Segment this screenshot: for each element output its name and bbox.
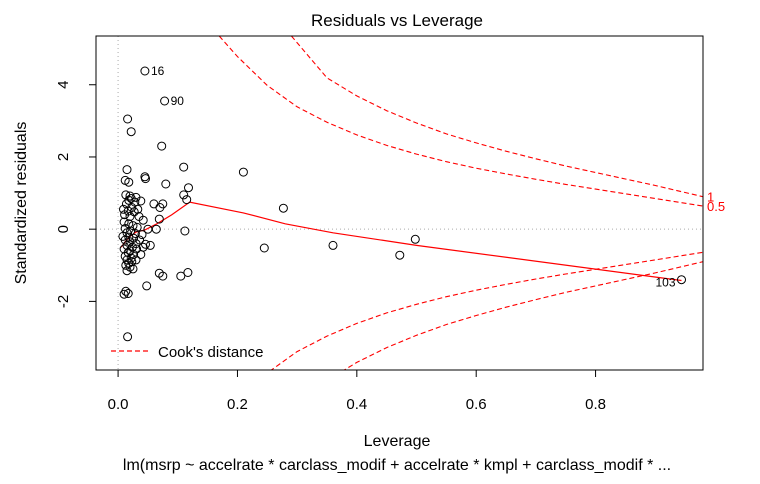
- data-point: [120, 235, 130, 245]
- y-tick-label: 0: [55, 225, 72, 233]
- data-point: [182, 195, 192, 205]
- data-point: [160, 96, 170, 106]
- data-point: [138, 215, 148, 225]
- data-point: [157, 141, 167, 151]
- data-point: [154, 214, 164, 224]
- data-point: [131, 255, 141, 265]
- y-axis: -2 0 2 4: [55, 81, 97, 308]
- data-point: [149, 199, 159, 209]
- data-point: [126, 127, 136, 137]
- cooks-level-label: 1: [707, 190, 714, 205]
- data-point: [259, 243, 269, 253]
- y-tick-label: 4: [55, 81, 72, 89]
- data-point: [136, 196, 146, 206]
- data-point: [120, 224, 130, 233]
- x-tick-label: 0.8: [585, 396, 606, 413]
- reference-lines: [96, 36, 703, 370]
- cooks-distance-contours: [218, 36, 703, 370]
- cooks-contour-1-upper: [290, 36, 703, 198]
- y-tick-label: -2: [55, 295, 72, 308]
- data-point: [151, 224, 161, 234]
- x-axis: 0.0 0.2 0.4 0.6 0.8: [108, 369, 606, 413]
- cooks-contour-1-lower: [343, 261, 703, 370]
- data-point: [119, 204, 128, 214]
- data-point: [121, 260, 131, 270]
- data-point: [677, 275, 686, 285]
- point-label: 16: [151, 64, 165, 78]
- plot-frame: [95, 35, 704, 371]
- data-point: [179, 162, 189, 172]
- x-axis-label: Leverage: [364, 433, 431, 450]
- subtitle: lm(msrp ~ accelrate * carclass_modif + a…: [123, 457, 671, 474]
- data-point: [180, 226, 190, 236]
- legend-label: Cook's distance: [158, 344, 263, 361]
- data-point: [278, 203, 288, 213]
- data-point: [124, 177, 134, 187]
- data-point: [145, 240, 155, 250]
- data-point: [121, 286, 131, 296]
- x-tick-label: 0.0: [108, 396, 129, 413]
- data-point: [120, 210, 130, 220]
- legend: Cook's distance: [111, 344, 263, 361]
- data-point: [125, 212, 135, 221]
- data-point: [176, 271, 186, 281]
- data-point: [140, 66, 150, 76]
- point-labels-group: 16 90 103: [151, 64, 676, 290]
- data-point: [158, 271, 168, 281]
- data-point: [128, 221, 138, 231]
- point-label: 103: [655, 276, 675, 290]
- y-axis-label: Standardized residuals: [13, 122, 30, 285]
- cooks-contour-0.5-upper: [218, 36, 703, 207]
- point-label: 90: [171, 94, 185, 108]
- cooks-contour-0.5-lower: [270, 251, 703, 370]
- data-point: [410, 234, 420, 244]
- data-point: [123, 114, 133, 124]
- data-point: [328, 240, 338, 250]
- x-tick-label: 0.4: [346, 396, 367, 413]
- data-point: [123, 332, 133, 342]
- data-point: [184, 183, 193, 193]
- data-point: [141, 239, 150, 249]
- x-tick-label: 0.6: [466, 396, 487, 413]
- data-point: [179, 190, 189, 200]
- data-point: [238, 167, 248, 177]
- chart-title: Residuals vs Leverage: [311, 11, 483, 30]
- x-tick-label: 0.2: [227, 396, 248, 413]
- data-point: [119, 217, 129, 227]
- data-point: [122, 266, 132, 276]
- data-point: [141, 174, 150, 184]
- data-point: [155, 203, 165, 212]
- data-point: [395, 250, 405, 260]
- cooks-level-label: 0.5: [707, 199, 725, 214]
- data-point: [137, 230, 147, 240]
- data-point: [122, 165, 132, 175]
- data-point: [123, 289, 133, 298]
- data-point: [126, 253, 136, 263]
- data-point: [183, 268, 193, 277]
- data-point: [161, 179, 171, 189]
- points-group: [118, 66, 686, 342]
- data-point: [119, 289, 129, 299]
- data-point: [136, 250, 146, 259]
- data-point: [142, 281, 152, 291]
- cook-labels-group: 0.51: [707, 190, 725, 214]
- y-tick-label: 2: [55, 153, 72, 161]
- data-point: [128, 264, 138, 274]
